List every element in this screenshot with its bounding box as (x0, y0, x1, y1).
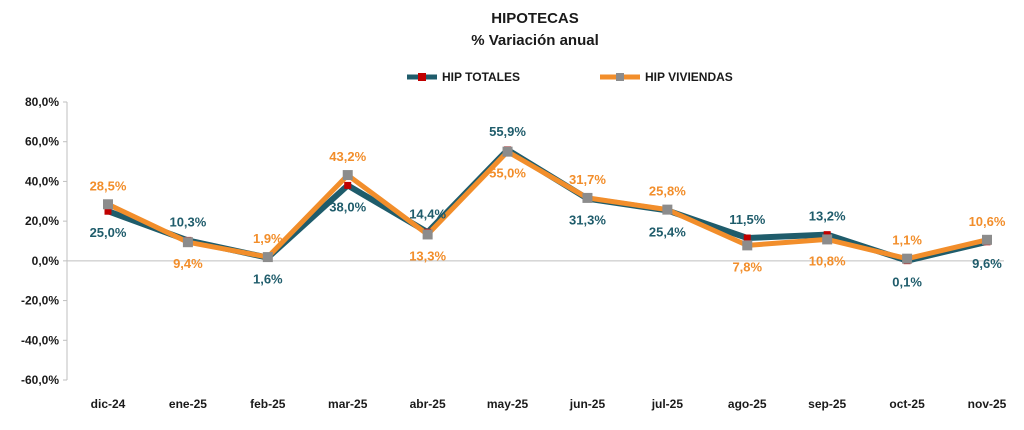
data-label-hip-totales: 55,9% (489, 124, 526, 139)
legend-label-hip-viviendas: HIP VIVIENDAS (645, 70, 733, 84)
data-label-hip-totales: 1,6% (253, 272, 283, 287)
data-label-hip-totales: 14,4% (409, 206, 446, 221)
point-hip-viviendas (902, 253, 913, 264)
point-hip-viviendas (182, 237, 193, 248)
x-tick-label: sep-25 (808, 397, 846, 411)
legend-marker-hip-totales (418, 73, 426, 81)
data-label-hip-totales: 25,4% (649, 224, 686, 239)
x-axis: dic-24 ene-25 feb-25 mar-25 abr-25 may-25 jun-… (67, 260, 1007, 411)
series-line-hip-viviendas (106, 149, 988, 262)
data-label-hip-viviendas: 10,6% (969, 214, 1006, 229)
legend-label-hip-totales: HIP TOTALES (442, 70, 520, 84)
data-label-hip-viviendas: 31,7% (569, 172, 606, 187)
series-layer (103, 146, 992, 265)
y-tick-label: 20,0% (25, 214, 59, 228)
data-label-hip-totales: 38,0% (329, 199, 366, 214)
legend-item-hip-viviendas: HIP VIVIENDAS (600, 70, 733, 84)
point-hip-viviendas (103, 199, 113, 210)
data-label-hip-viviendas: 43,2% (329, 149, 366, 164)
point-hip-totales (104, 207, 112, 215)
legend-marker-hip-viviendas (616, 73, 624, 81)
data-label-hip-viviendas: 25,8% (649, 184, 686, 199)
y-tick-label: -40,0% (21, 333, 59, 347)
x-tick-label: may-25 (487, 397, 529, 411)
x-tick-label: oct-25 (889, 397, 925, 411)
point-hip-viviendas (582, 192, 593, 203)
point-hip-viviendas (342, 170, 353, 181)
chart-subtitle: % Variación anual (471, 32, 599, 49)
data-label-hip-totales: 9,6% (972, 256, 1002, 271)
x-tick-label: ago-25 (728, 397, 767, 411)
point-hip-viviendas (822, 234, 833, 245)
data-label-hip-viviendas: 28,5% (90, 178, 127, 193)
data-label-hip-viviendas: 9,4% (173, 256, 203, 271)
data-label-hip-viviendas: 55,0% (489, 166, 526, 181)
y-axis: 80,0% 60,0% 40,0% 20,0% 0,0% -20,0% -40,0% -60,… (21, 95, 68, 387)
y-tick-label: -20,0% (21, 294, 59, 308)
point-hip-totales (344, 181, 352, 189)
x-tick-label: mar-25 (328, 397, 368, 411)
point-hip-viviendas (742, 240, 753, 251)
y-tick-label: 60,0% (25, 135, 59, 149)
point-hip-totales (743, 234, 751, 242)
point-hip-viviendas (662, 204, 673, 215)
data-label-hip-totales: 0,1% (892, 275, 922, 290)
y-tick-label: 40,0% (25, 174, 59, 188)
x-tick-label: jul-25 (651, 397, 684, 411)
y-tick-label: 80,0% (25, 95, 59, 109)
y-tick-label: 0,0% (32, 254, 60, 268)
data-label-hip-totales: 31,3% (569, 213, 606, 228)
x-tick-label: abr-25 (410, 397, 446, 411)
data-label-hip-viviendas: 1,1% (892, 233, 922, 248)
point-hip-viviendas (502, 146, 513, 157)
data-labels: 25,0% 10,3% 1,6% 38,0% 14,4% 55,9% 31,3% 25,4% 1… (90, 124, 1006, 290)
data-label-hip-viviendas: 10,8% (809, 253, 846, 268)
x-tick-label: jun-25 (569, 397, 606, 411)
y-tick-label: -60,0% (21, 373, 59, 387)
data-label-hip-totales: 25,0% (90, 225, 127, 240)
legend-item-hip-totales: HIP TOTALES (407, 70, 520, 84)
chart-title: HIPOTECAS (491, 10, 579, 27)
point-hip-viviendas (982, 234, 992, 245)
data-label-hip-viviendas: 1,9% (253, 231, 283, 246)
x-tick-label: feb-25 (250, 397, 286, 411)
x-tick-label: ene-25 (169, 397, 207, 411)
x-tick-label: dic-24 (91, 397, 126, 411)
x-tick-label: nov-25 (968, 397, 1007, 411)
point-hip-viviendas (262, 252, 273, 263)
data-label-hip-totales: 10,3% (169, 214, 206, 229)
data-label-hip-totales: 13,2% (809, 209, 846, 224)
data-label-hip-viviendas: 13,3% (409, 248, 446, 263)
data-label-hip-totales: 11,5% (729, 212, 766, 227)
point-hip-viviendas (422, 229, 433, 240)
legend: HIP TOTALES HIP VIVIENDAS (407, 70, 733, 84)
data-label-hip-viviendas: 7,8% (732, 259, 762, 274)
